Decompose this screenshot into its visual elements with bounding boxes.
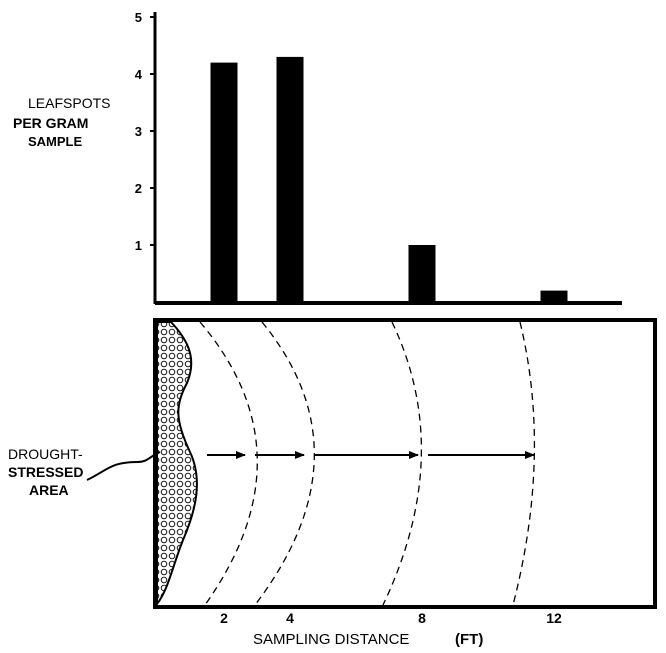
y-tick-label-5: 5 xyxy=(135,10,142,25)
bar-8ft xyxy=(408,245,436,302)
xlabel: SAMPLING DISTANCE xyxy=(253,631,409,648)
annotation-line-3: AREA xyxy=(29,482,69,498)
bar-4ft xyxy=(276,56,304,303)
drought-stressed-area xyxy=(156,321,198,607)
x-tick-label-2: 2 xyxy=(220,610,228,626)
y-tick-label-2: 2 xyxy=(135,181,142,196)
ylabel-line-2: PER GRAM xyxy=(13,115,88,131)
annotation-line-1: DROUGHT- xyxy=(8,446,83,462)
y-tick-label-4: 4 xyxy=(135,67,143,82)
bar-2ft xyxy=(210,62,238,302)
bar-12ft xyxy=(540,290,568,302)
front-8ft xyxy=(382,321,422,606)
field-diagram-panel xyxy=(153,318,657,609)
annotation-pointer xyxy=(86,451,161,481)
annotation-line-2: STRESSED xyxy=(8,464,83,480)
front-2ft xyxy=(199,321,258,606)
bars xyxy=(210,56,568,303)
ylabel-line-1: LEAFSPOTS xyxy=(28,95,110,111)
xlabel-unit: (FT) xyxy=(455,631,483,648)
front-4ft xyxy=(254,321,315,606)
y-ticks: 5 4 3 2 1 xyxy=(135,10,155,253)
ylabel-line-3: SAMPLE xyxy=(28,134,83,149)
front-12ft xyxy=(512,321,536,606)
x-tick-label-12: 12 xyxy=(546,610,562,626)
y-tick-label-1: 1 xyxy=(135,238,142,253)
y-tick-label-3: 3 xyxy=(135,124,142,139)
x-ticks: 2 4 8 12 xyxy=(220,610,562,626)
x-tick-label-8: 8 xyxy=(418,610,426,626)
x-tick-label-4: 4 xyxy=(286,610,294,626)
